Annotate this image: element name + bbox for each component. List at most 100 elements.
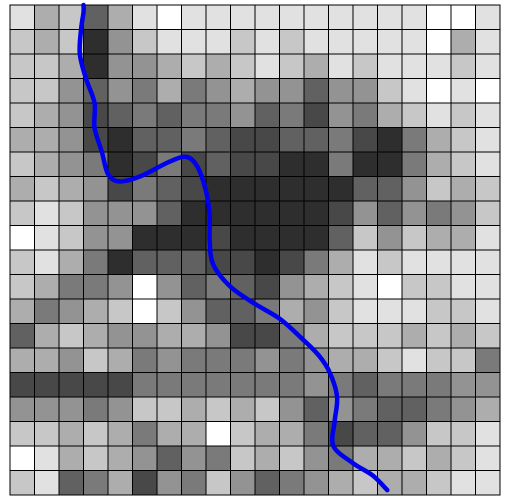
grid-cell-r13-c10[interactable] — [254, 323, 280, 349]
grid-cell-r4-c14[interactable] — [352, 102, 378, 128]
grid-cell-r5-c17[interactable] — [426, 127, 452, 153]
grid-cell-r11-c8[interactable] — [205, 274, 231, 300]
grid-cell-r4-c5[interactable] — [132, 102, 158, 128]
grid-cell-r5-c6[interactable] — [156, 127, 182, 153]
grid-cell-r13-c14[interactable] — [352, 323, 378, 349]
grid-cell-r3-c18[interactable] — [450, 78, 476, 104]
grid-cell-r14-c10[interactable] — [254, 347, 280, 373]
grid-cell-r5-c8[interactable] — [205, 127, 231, 153]
grid-cell-r4-c7[interactable] — [181, 102, 207, 128]
grid-cell-r6-c11[interactable] — [279, 151, 305, 177]
grid-cell-r2-c18[interactable] — [450, 53, 476, 79]
grid-cell-r0-c12[interactable] — [303, 4, 329, 30]
grid-cell-r19-c2[interactable] — [58, 470, 84, 496]
grid-cell-r17-c2[interactable] — [58, 421, 84, 447]
grid-cell-r1-c19[interactable] — [475, 29, 501, 55]
grid-cell-r14-c11[interactable] — [279, 347, 305, 373]
grid-cell-r14-c13[interactable] — [328, 347, 354, 373]
grid-cell-r17-c10[interactable] — [254, 421, 280, 447]
grid-cell-r7-c18[interactable] — [450, 176, 476, 202]
grid-cell-r11-c1[interactable] — [34, 274, 60, 300]
grid-cell-r8-c5[interactable] — [132, 200, 158, 226]
grid-cell-r3-c17[interactable] — [426, 78, 452, 104]
grid-cell-r18-c7[interactable] — [181, 445, 207, 471]
grid-cell-r6-c17[interactable] — [426, 151, 452, 177]
grid-cell-r15-c12[interactable] — [303, 372, 329, 398]
grid-cell-r10-c6[interactable] — [156, 249, 182, 275]
grid-cell-r6-c15[interactable] — [377, 151, 403, 177]
grid-cell-r10-c9[interactable] — [230, 249, 256, 275]
grid-cell-r13-c6[interactable] — [156, 323, 182, 349]
grid-cell-r5-c15[interactable] — [377, 127, 403, 153]
grid-cell-r17-c0[interactable] — [9, 421, 35, 447]
grid-cell-r10-c17[interactable] — [426, 249, 452, 275]
grid-cell-r12-c6[interactable] — [156, 298, 182, 324]
grid-cell-r3-c16[interactable] — [401, 78, 427, 104]
grid-cell-r18-c2[interactable] — [58, 445, 84, 471]
grid-cell-r15-c6[interactable] — [156, 372, 182, 398]
grid-cell-r15-c19[interactable] — [475, 372, 501, 398]
grid-cell-r17-c6[interactable] — [156, 421, 182, 447]
grid-cell-r8-c11[interactable] — [279, 200, 305, 226]
grid-cell-r9-c13[interactable] — [328, 225, 354, 251]
grid-cell-r2-c10[interactable] — [254, 53, 280, 79]
grid-cell-r5-c14[interactable] — [352, 127, 378, 153]
grid-cell-r8-c7[interactable] — [181, 200, 207, 226]
grid-cell-r14-c17[interactable] — [426, 347, 452, 373]
grid-cell-r16-c12[interactable] — [303, 396, 329, 422]
grid-cell-r17-c12[interactable] — [303, 421, 329, 447]
grid-cell-r19-c4[interactable] — [107, 470, 133, 496]
grid-cell-r2-c17[interactable] — [426, 53, 452, 79]
grid-cell-r18-c8[interactable] — [205, 445, 231, 471]
grid-cell-r18-c11[interactable] — [279, 445, 305, 471]
grid-cell-r6-c4[interactable] — [107, 151, 133, 177]
grid-cell-r0-c0[interactable] — [9, 4, 35, 30]
grid-cell-r2-c12[interactable] — [303, 53, 329, 79]
grid-cell-r4-c10[interactable] — [254, 102, 280, 128]
grid-cell-r10-c0[interactable] — [9, 249, 35, 275]
grid-cell-r0-c13[interactable] — [328, 4, 354, 30]
grid-cell-r14-c1[interactable] — [34, 347, 60, 373]
grid-cell-r10-c7[interactable] — [181, 249, 207, 275]
grid-cell-r12-c15[interactable] — [377, 298, 403, 324]
grid-cell-r9-c19[interactable] — [475, 225, 501, 251]
grid-cell-r0-c4[interactable] — [107, 4, 133, 30]
grid-cell-r7-c17[interactable] — [426, 176, 452, 202]
grid-cell-r9-c7[interactable] — [181, 225, 207, 251]
grid-cell-r8-c6[interactable] — [156, 200, 182, 226]
grid-cell-r14-c16[interactable] — [401, 347, 427, 373]
grid-cell-r4-c9[interactable] — [230, 102, 256, 128]
grid-cell-r0-c18[interactable] — [450, 4, 476, 30]
grid-cell-r5-c7[interactable] — [181, 127, 207, 153]
grid-cell-r13-c17[interactable] — [426, 323, 452, 349]
grid-cell-r4-c12[interactable] — [303, 102, 329, 128]
grid-cell-r1-c8[interactable] — [205, 29, 231, 55]
grid-cell-r2-c4[interactable] — [107, 53, 133, 79]
grid-cell-r17-c1[interactable] — [34, 421, 60, 447]
grid-cell-r0-c1[interactable] — [34, 4, 60, 30]
grid-cell-r9-c12[interactable] — [303, 225, 329, 251]
grid-cell-r17-c17[interactable] — [426, 421, 452, 447]
grid-cell-r12-c0[interactable] — [9, 298, 35, 324]
grid-cell-r14-c0[interactable] — [9, 347, 35, 373]
grid-cell-r3-c13[interactable] — [328, 78, 354, 104]
grid-cell-r7-c8[interactable] — [205, 176, 231, 202]
grid-cell-r2-c13[interactable] — [328, 53, 354, 79]
grid-cell-r18-c4[interactable] — [107, 445, 133, 471]
grid-cell-r12-c18[interactable] — [450, 298, 476, 324]
grid-cell-r6-c0[interactable] — [9, 151, 35, 177]
grid-cell-r14-c9[interactable] — [230, 347, 256, 373]
grid-cell-r13-c18[interactable] — [450, 323, 476, 349]
grid-cell-r1-c16[interactable] — [401, 29, 427, 55]
grid-cell-r13-c19[interactable] — [475, 323, 501, 349]
grid-cell-r4-c6[interactable] — [156, 102, 182, 128]
grid-cell-r9-c14[interactable] — [352, 225, 378, 251]
grid-cell-r9-c6[interactable] — [156, 225, 182, 251]
grid-cell-r15-c10[interactable] — [254, 372, 280, 398]
grid-cell-r10-c15[interactable] — [377, 249, 403, 275]
grid-cell-r2-c14[interactable] — [352, 53, 378, 79]
grid-cell-r19-c9[interactable] — [230, 470, 256, 496]
grid-cell-r11-c15[interactable] — [377, 274, 403, 300]
grid-cell-r7-c14[interactable] — [352, 176, 378, 202]
